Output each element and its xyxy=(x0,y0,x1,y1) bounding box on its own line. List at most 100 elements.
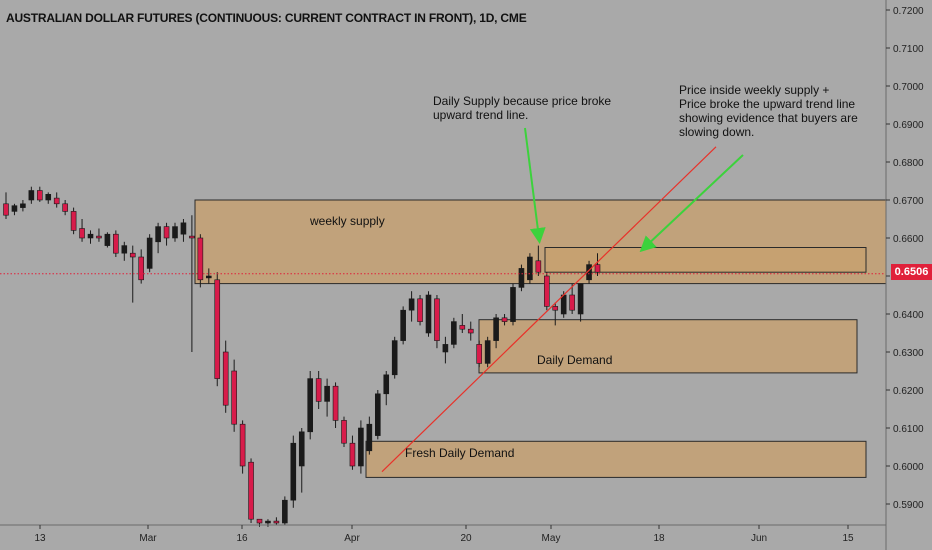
candle-body xyxy=(535,260,542,273)
arrow-weekly-supply xyxy=(639,154,744,253)
price-tick-label: 0.7100 xyxy=(893,44,924,55)
candle-body xyxy=(527,256,533,281)
price-tick-label: 0.6100 xyxy=(893,424,924,435)
annotation-weekly-supply: Price inside weekly supply + Price broke… xyxy=(679,83,858,139)
candle-body xyxy=(501,317,508,322)
candle-body xyxy=(518,268,525,288)
candle-body xyxy=(265,520,271,524)
zone-daily-supply xyxy=(544,247,867,273)
candle-body xyxy=(594,264,601,273)
candle-body xyxy=(442,344,449,353)
candle-body xyxy=(172,226,178,239)
candle-body xyxy=(434,298,440,341)
candle-body xyxy=(231,370,237,425)
candle-body xyxy=(113,233,119,254)
candle-body xyxy=(298,431,305,467)
candle-body xyxy=(425,294,432,334)
candle-body xyxy=(3,203,9,216)
candle-body xyxy=(324,385,330,402)
candle-body xyxy=(189,235,195,239)
candle-body xyxy=(53,197,60,205)
price-tick-label: 0.6800 xyxy=(893,158,924,169)
candle-body xyxy=(45,194,52,201)
time-tick-label: May xyxy=(542,533,561,544)
annotation-daily-supply: Daily Supply because price broke upward … xyxy=(433,94,612,122)
candle-body xyxy=(155,226,161,243)
candle-body xyxy=(129,252,136,258)
candle-body xyxy=(121,245,128,254)
candle-body xyxy=(20,203,26,208)
time-tick-label: Apr xyxy=(344,533,360,544)
price-tick-label: 0.6300 xyxy=(893,348,924,359)
candle-body xyxy=(70,211,77,231)
candle-body xyxy=(451,321,457,345)
candle-body xyxy=(206,275,212,279)
price-tick-label: 0.5900 xyxy=(893,500,924,511)
candle-body xyxy=(96,235,102,239)
time-tick-label: Jun xyxy=(751,533,767,544)
candle-body xyxy=(256,518,263,524)
candle-body xyxy=(315,378,322,402)
time-tick-label: 20 xyxy=(460,533,472,544)
candle-body xyxy=(197,237,204,281)
candles-layer xyxy=(3,186,601,527)
candle-body xyxy=(577,283,584,315)
current-price-label: 0.6506 xyxy=(891,264,932,280)
time-axis: 13 Mar 16 Apr 20 May 18 Jun 15 xyxy=(0,524,886,544)
candle-body xyxy=(146,237,153,269)
candle-body xyxy=(417,298,423,322)
time-tick-label: 18 xyxy=(653,533,665,544)
candle-body xyxy=(104,233,111,246)
price-tick-label: 0.6900 xyxy=(893,120,924,131)
candle-body xyxy=(62,203,68,212)
price-tick-label: 0.7000 xyxy=(893,82,924,93)
candle-body xyxy=(79,228,85,239)
candle-body xyxy=(383,374,390,395)
price-tick-label: 0.6600 xyxy=(893,234,924,245)
candle-body xyxy=(87,233,94,239)
candle-body xyxy=(366,423,373,452)
candle-body xyxy=(290,442,297,501)
candle-body xyxy=(391,340,398,376)
candle-body xyxy=(282,499,288,524)
price-tick-label: 0.6200 xyxy=(893,386,924,397)
candle-body xyxy=(28,190,35,201)
candle-body xyxy=(552,306,559,311)
zone-label-daily-demand: Daily Demand xyxy=(537,353,613,367)
candle-body xyxy=(569,294,575,311)
candle-body xyxy=(400,309,406,341)
candle-body xyxy=(510,287,516,322)
candle-body xyxy=(543,275,550,307)
candle-body xyxy=(332,385,339,421)
time-tick-label: 15 xyxy=(842,533,854,544)
candle-body xyxy=(36,190,43,201)
zone-fresh-daily-demand xyxy=(365,440,867,478)
time-tick-label: 13 xyxy=(34,533,46,544)
candle-body xyxy=(222,351,229,406)
candle-body xyxy=(180,222,187,235)
candle-body xyxy=(163,226,170,239)
candle-body xyxy=(374,393,381,436)
price-tick-label: 0.6400 xyxy=(893,310,924,321)
candle-body xyxy=(248,461,254,520)
candle-body xyxy=(484,340,491,364)
upward-trend-line xyxy=(381,146,717,473)
candle-body xyxy=(459,325,466,330)
candle-body xyxy=(239,423,246,467)
candle-body xyxy=(273,520,280,524)
zone-daily-demand xyxy=(478,319,858,374)
zone-label-weekly-supply: weekly supply xyxy=(310,214,385,228)
zones-layer xyxy=(194,199,887,478)
candle-body xyxy=(349,442,356,467)
lines-layer xyxy=(0,127,886,473)
candle-body xyxy=(214,279,221,379)
price-tick-label: 0.6000 xyxy=(893,462,924,473)
candle-body xyxy=(408,298,415,311)
candle-body xyxy=(307,378,314,433)
candle-body xyxy=(138,256,144,281)
price-tick-label: 0.6700 xyxy=(893,196,924,207)
candle-body xyxy=(11,205,18,212)
arrow-daily-supply xyxy=(524,127,546,244)
chart-title: AUSTRALIAN DOLLAR FUTURES (CONTINUOUS: C… xyxy=(6,11,527,25)
